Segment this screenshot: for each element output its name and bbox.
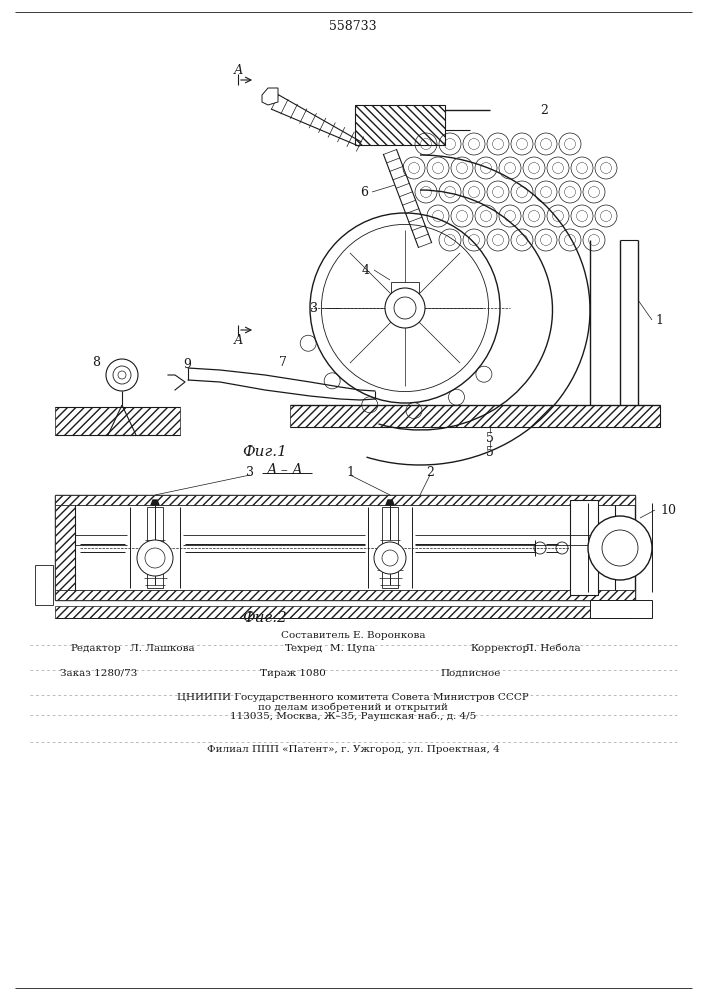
Text: 558733: 558733	[329, 20, 377, 33]
Bar	[55, 505, 75, 590]
Bar	[55, 606, 635, 618]
Text: 2: 2	[426, 466, 434, 479]
Polygon shape	[262, 88, 278, 105]
Text: 6: 6	[360, 186, 368, 198]
Bar	[391, 282, 419, 304]
Text: 8: 8	[92, 357, 100, 369]
Bar	[382, 507, 398, 588]
Bar	[55, 495, 635, 505]
Bar	[355, 105, 445, 145]
Bar	[570, 500, 598, 595]
Text: Л. Лашкова: Л. Лашкова	[130, 644, 194, 653]
Bar	[147, 507, 163, 588]
Text: Заказ 1280/73: Заказ 1280/73	[60, 669, 137, 678]
Text: 113035, Москва, Ж–35, Раушская наб., д. 4/5: 113035, Москва, Ж–35, Раушская наб., д. …	[230, 711, 476, 721]
Text: 4: 4	[362, 263, 370, 276]
Text: А: А	[233, 64, 243, 77]
Circle shape	[385, 288, 425, 328]
Bar	[55, 590, 635, 600]
Text: М. Цупа: М. Цупа	[330, 644, 375, 653]
Text: Фиг.1: Фиг.1	[243, 445, 288, 459]
Text: Редактор: Редактор	[70, 644, 121, 653]
Bar	[290, 405, 660, 427]
Circle shape	[588, 516, 652, 580]
Text: А – А: А – А	[267, 463, 303, 477]
Text: 2: 2	[540, 104, 548, 116]
Text: Составитель Е. Воронкова: Составитель Е. Воронкова	[281, 631, 425, 640]
Text: Фиг.2: Фиг.2	[243, 611, 288, 625]
Text: по делам изобретений и открытий: по делам изобретений и открытий	[258, 702, 448, 712]
Text: 3: 3	[246, 466, 254, 479]
Circle shape	[137, 540, 173, 576]
Polygon shape	[151, 500, 159, 505]
Text: 1: 1	[346, 466, 354, 479]
Text: Л. Небола: Л. Небола	[525, 644, 580, 653]
Text: 5: 5	[486, 432, 494, 444]
Text: Филиал ППП «Патент», г. Ужгород, ул. Проектная, 4: Филиал ППП «Патент», г. Ужгород, ул. Про…	[206, 746, 499, 754]
Text: 10: 10	[660, 504, 676, 516]
Text: Корректор: Корректор	[470, 644, 529, 653]
Circle shape	[374, 542, 406, 574]
Text: 9: 9	[183, 358, 191, 370]
Text: 7: 7	[279, 356, 287, 368]
Text: Подписное: Подписное	[440, 669, 501, 678]
Text: Тираж 1080: Тираж 1080	[260, 669, 326, 678]
Bar	[590, 600, 652, 618]
Text: 1: 1	[655, 314, 663, 326]
Text: Техред: Техред	[285, 644, 323, 653]
Text: А: А	[233, 334, 243, 347]
Bar	[55, 407, 180, 435]
Bar	[35, 565, 53, 605]
Text: ЦНИИПИ Государственного комитета Совета Министров СССР: ЦНИИПИ Государственного комитета Совета …	[177, 694, 529, 702]
Polygon shape	[386, 500, 394, 505]
Text: 3: 3	[310, 302, 318, 314]
Text: 5: 5	[486, 446, 494, 458]
